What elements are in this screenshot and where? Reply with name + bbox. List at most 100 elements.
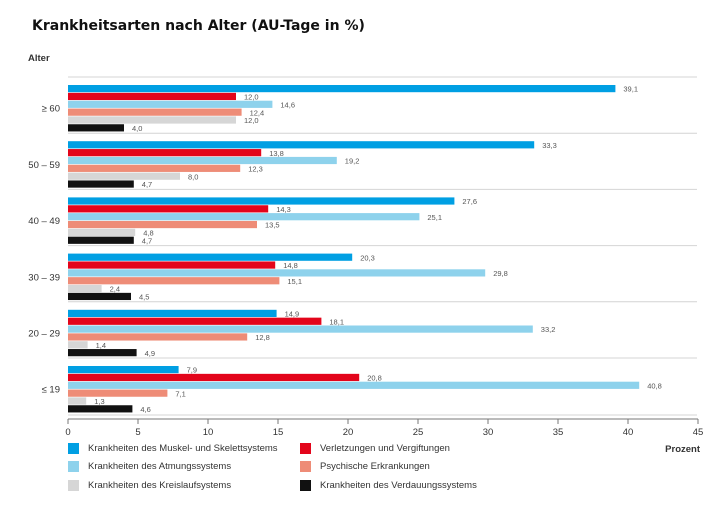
bar: [68, 156, 337, 165]
bar: [68, 85, 616, 93]
bar: [68, 213, 420, 221]
bar: [68, 124, 124, 132]
data-label: 29,8: [493, 269, 508, 278]
legend-label: Krankheiten des Muskel- und Skelettsyste…: [88, 443, 278, 454]
bar: [68, 261, 276, 269]
bar: [68, 236, 134, 244]
bar: [68, 92, 236, 101]
bar: [68, 108, 242, 116]
bar: [68, 285, 102, 293]
bar: [68, 325, 533, 333]
bar: [68, 317, 322, 325]
legend-item: Krankheiten des Atmungssystems: [68, 461, 231, 472]
chart-title: Krankheitsarten nach Alter (AU-Tage in %…: [32, 18, 365, 34]
bar: [68, 366, 179, 374]
legend-item: Krankheiten des Verdauungssystems: [300, 480, 477, 491]
legend-label: Verletzungen und Vergiftungen: [320, 443, 450, 454]
bar: [68, 205, 269, 213]
data-label: 4,7: [142, 236, 152, 245]
data-label: 14,6: [280, 100, 295, 109]
x-tick-label: 0: [65, 427, 70, 438]
x-tick-label: 45: [693, 427, 704, 438]
bar: [68, 405, 133, 413]
data-label: 27,6: [462, 197, 477, 206]
category-label: 20 – 29: [28, 329, 60, 340]
legend-swatch: [68, 461, 79, 472]
bar: [68, 381, 640, 389]
legend-item: Psychische Erkrankungen: [300, 461, 430, 472]
data-label: 40,8: [647, 381, 662, 390]
data-label: 15,1: [287, 277, 302, 286]
data-label: 12,0: [244, 93, 259, 102]
bar: [68, 309, 277, 317]
data-label: 25,1: [427, 213, 442, 222]
x-tick-label: 40: [623, 427, 634, 438]
data-label: 4,7: [142, 180, 152, 189]
bar: [68, 172, 180, 180]
bar: [68, 149, 262, 157]
data-label: 18,1: [329, 317, 344, 326]
bar: [68, 333, 248, 341]
data-label: 14,3: [276, 205, 291, 214]
category-label: ≥ 60: [42, 104, 60, 115]
bar: [68, 220, 257, 229]
legend-item: Verletzungen und Vergiftungen: [300, 443, 450, 454]
y-axis-title: Alter: [28, 53, 50, 64]
bar: [68, 253, 353, 261]
data-label: 13,8: [269, 149, 284, 158]
legend-swatch: [68, 443, 79, 454]
legend-label: Krankheiten des Verdauungssystems: [320, 480, 477, 491]
legend-item: Krankheiten des Muskel- und Skelettsyste…: [68, 443, 278, 454]
data-label: 7,1: [175, 389, 185, 398]
data-label: 1,3: [94, 397, 104, 406]
category-label: 50 – 59: [28, 160, 60, 171]
x-tick-label: 30: [483, 427, 494, 438]
bar: [68, 228, 136, 236]
data-label: 14,9: [285, 310, 300, 319]
legend-swatch: [68, 480, 79, 491]
legend-item: Krankheiten des Kreislaufsystems: [68, 480, 231, 491]
data-label: 14,8: [283, 261, 298, 270]
bar: [68, 397, 87, 405]
data-label: 39,1: [623, 85, 638, 94]
bar: [68, 277, 280, 285]
x-tick-label: 10: [203, 427, 214, 438]
bar: [68, 269, 486, 277]
legend-label: Krankheiten des Kreislaufsystems: [88, 480, 232, 491]
data-label: 20,8: [367, 374, 382, 383]
data-label: 33,2: [541, 325, 556, 334]
x-tick-label: 15: [273, 427, 284, 438]
bar: [68, 341, 88, 349]
data-label: 4,0: [132, 124, 142, 133]
x-axis-title: Prozent: [665, 444, 701, 455]
bar: [68, 389, 168, 397]
legend-label: Krankheiten des Atmungssystems: [88, 461, 232, 472]
legend-swatch: [300, 461, 311, 472]
data-label: 2,4: [110, 285, 120, 294]
data-label: 12,8: [255, 333, 270, 342]
legend-swatch: [300, 480, 311, 491]
legend-swatch: [300, 443, 311, 454]
bar: [68, 180, 134, 188]
x-tick-label: 25: [413, 427, 424, 438]
category-label: 30 – 39: [28, 272, 60, 283]
category-label: 40 – 49: [28, 216, 60, 227]
bar: [68, 164, 241, 172]
bar: [68, 373, 360, 382]
bar: [68, 292, 131, 301]
data-label: 12,0: [244, 116, 259, 125]
bar: [68, 116, 236, 124]
bar: [68, 141, 535, 149]
x-tick-label: 5: [135, 427, 140, 438]
data-label: 1,4: [96, 341, 106, 350]
data-label: 19,2: [345, 157, 360, 166]
x-tick-label: 20: [343, 427, 354, 438]
data-label: 4,8: [143, 229, 153, 238]
data-label: 4,9: [145, 349, 155, 358]
data-label: 4,5: [139, 293, 149, 302]
legend-label: Psychische Erkrankungen: [320, 461, 430, 472]
data-label: 7,9: [187, 366, 197, 375]
data-label: 4,6: [140, 405, 150, 414]
category-label: ≤ 19: [42, 385, 60, 396]
